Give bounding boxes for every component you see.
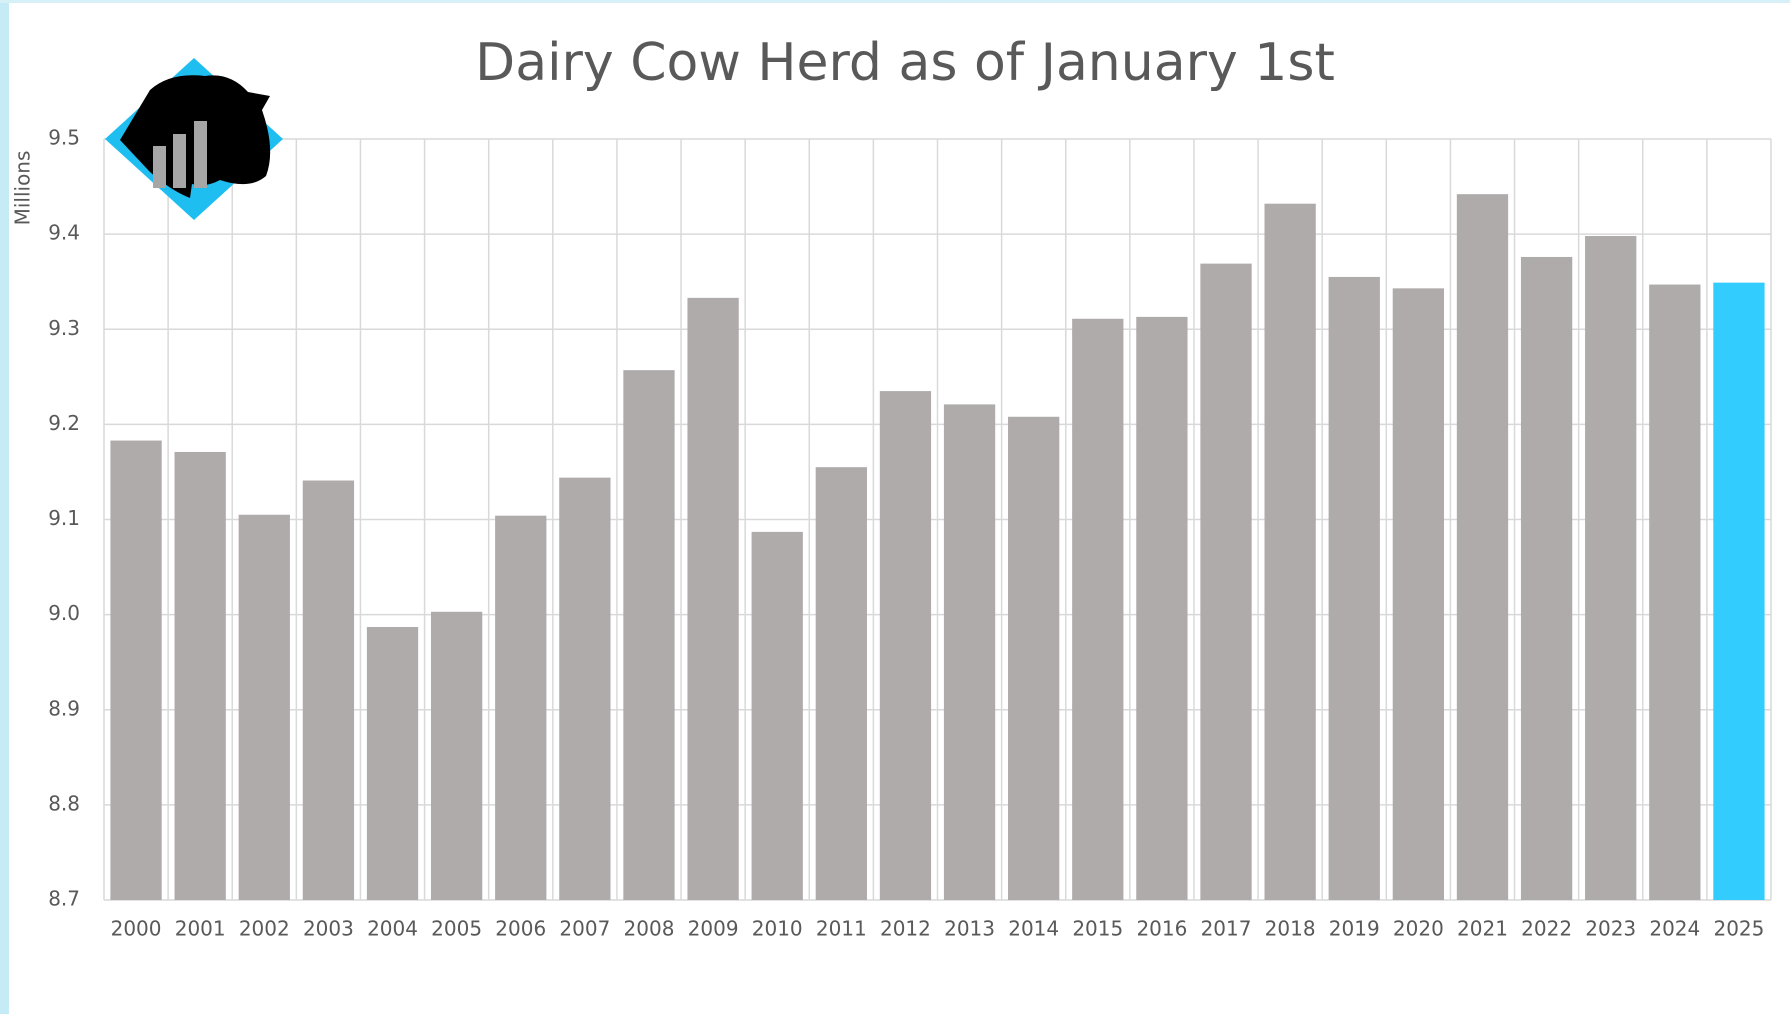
logo: [105, 58, 283, 220]
plot: 8.7 8.8 8.9 9.0 9.1 9.2 9.3 9.4 9.5 2000 2001 2002 2…: [48, 126, 1772, 941]
bar: [943, 404, 996, 900]
bar: [1713, 282, 1765, 900]
y-tick-label: 9.2: [48, 411, 80, 435]
bar: [1456, 194, 1509, 901]
left-border: [0, 0, 9, 1014]
y-tick-label: 9.0: [48, 601, 80, 625]
x-tick-label: 2006: [495, 917, 546, 941]
y-tick-label: 9.5: [48, 126, 80, 150]
x-tick-label: 2019: [1329, 917, 1380, 941]
bar: [238, 514, 290, 900]
x-tick-label: 2007: [559, 917, 610, 941]
x-tick-label: 2004: [367, 917, 418, 941]
bar: [623, 370, 675, 900]
bar: [815, 467, 867, 900]
x-tick-label: 2022: [1521, 917, 1572, 941]
y-tick-label: 8.7: [48, 887, 80, 911]
logo-bar: [194, 121, 207, 188]
x-tick-label: 2020: [1393, 917, 1444, 941]
bar: [687, 297, 739, 900]
y-tick-label: 8.8: [48, 791, 80, 815]
bar: [110, 440, 162, 900]
bar: [559, 477, 611, 900]
x-tick-label: 2021: [1457, 917, 1508, 941]
x-tick-label: 2009: [688, 917, 739, 941]
bar: [1649, 284, 1701, 900]
y-tick-label: 8.9: [48, 696, 80, 720]
bar: [1008, 416, 1060, 900]
x-tick-label: 2018: [1265, 917, 1316, 941]
x-tick-label: 2015: [1072, 917, 1123, 941]
x-tick-label: 2025: [1713, 917, 1764, 941]
x-tick-label: 2008: [624, 917, 675, 941]
bar: [1585, 236, 1637, 901]
bar: [495, 515, 547, 900]
x-tick-label: 2011: [816, 917, 867, 941]
y-tick-label: 9.4: [48, 221, 80, 245]
bar: [1520, 256, 1573, 901]
y-tick-label: 9.1: [48, 506, 80, 530]
x-tick-label: 2001: [175, 917, 226, 941]
chart-title: Dairy Cow Herd as of January 1st: [475, 33, 1335, 93]
x-tick-label: 2010: [752, 917, 803, 941]
bar: [430, 611, 483, 900]
x-tick-label: 2002: [239, 917, 290, 941]
x-tick-label: 2024: [1649, 917, 1700, 941]
x-tick-label: 2017: [1201, 917, 1252, 941]
y-axis-label: Millions: [11, 151, 35, 226]
bar: [1264, 203, 1316, 900]
y-tick-label: 9.3: [48, 316, 80, 340]
x-tick-label: 2016: [1136, 917, 1187, 941]
bar: [1072, 318, 1124, 900]
bar: [1328, 276, 1380, 900]
logo-bar: [153, 146, 166, 188]
bar: [174, 451, 226, 900]
logo-bar: [173, 134, 186, 188]
x-tick-label: 2013: [944, 917, 995, 941]
x-tick-label: 2005: [431, 917, 482, 941]
x-tick-label: 2014: [1008, 917, 1059, 941]
bar: [366, 626, 419, 900]
x-tick-label: 2023: [1585, 917, 1636, 941]
bar: [1200, 263, 1252, 900]
bar: [302, 480, 355, 900]
bar: [1136, 316, 1188, 900]
x-tick-label: 2000: [111, 917, 162, 941]
bar: [879, 391, 932, 900]
bar: [1392, 288, 1445, 900]
x-tick-label: 2003: [303, 917, 354, 941]
x-tick-label: 2012: [880, 917, 931, 941]
top-border: [0, 0, 1790, 3]
bar: [751, 531, 803, 900]
